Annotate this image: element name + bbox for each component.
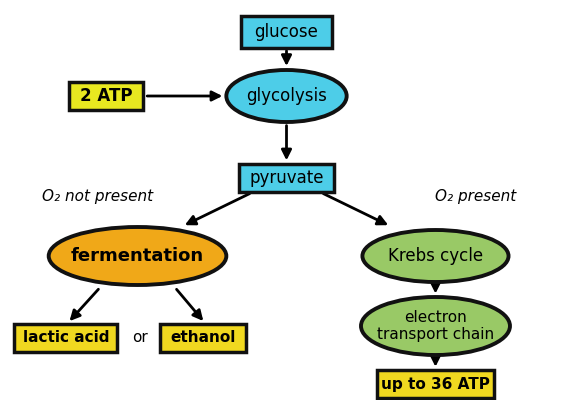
FancyBboxPatch shape <box>377 370 494 398</box>
FancyBboxPatch shape <box>160 324 246 352</box>
FancyBboxPatch shape <box>240 164 334 192</box>
Ellipse shape <box>226 70 347 122</box>
Text: 2 ATP: 2 ATP <box>80 87 132 105</box>
Text: pyruvate: pyruvate <box>249 169 324 187</box>
Text: fermentation: fermentation <box>71 247 204 265</box>
FancyBboxPatch shape <box>14 324 117 352</box>
Text: up to 36 ATP: up to 36 ATP <box>381 376 490 392</box>
Text: or: or <box>132 330 148 346</box>
Text: glucose: glucose <box>254 23 319 41</box>
Text: ethanol: ethanol <box>171 330 236 346</box>
Text: Krebs cycle: Krebs cycle <box>388 247 483 265</box>
FancyBboxPatch shape <box>241 16 332 48</box>
Text: O₂ present: O₂ present <box>435 188 516 204</box>
Text: electron
transport chain: electron transport chain <box>377 310 494 342</box>
Text: O₂ not present: O₂ not present <box>42 188 153 204</box>
Text: glycolysis: glycolysis <box>246 87 327 105</box>
Ellipse shape <box>49 227 226 285</box>
Text: lactic acid: lactic acid <box>23 330 109 346</box>
Ellipse shape <box>363 230 509 282</box>
FancyBboxPatch shape <box>69 82 143 110</box>
Ellipse shape <box>361 297 510 355</box>
